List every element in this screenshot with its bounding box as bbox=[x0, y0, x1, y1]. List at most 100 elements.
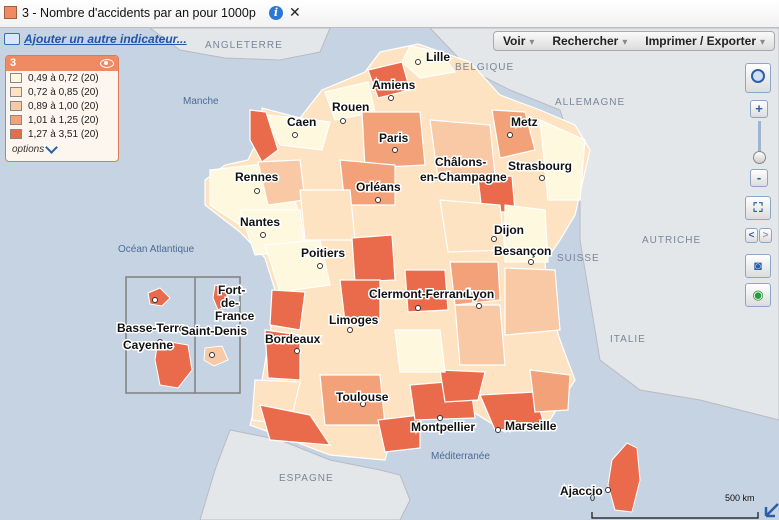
dept-patch-aude bbox=[377, 414, 421, 453]
zoom-box-icon bbox=[751, 69, 765, 83]
search-menu-button[interactable]: Rechercher bbox=[552, 34, 627, 48]
dept-patch-bordeaux bbox=[264, 329, 301, 381]
foreign-land bbox=[149, 28, 779, 520]
city-nantes: Nantes bbox=[240, 215, 280, 229]
city-lyon: Lyon bbox=[466, 287, 494, 301]
dept-patch-amiens bbox=[367, 61, 411, 99]
legend-class-swatch bbox=[10, 73, 22, 83]
info-icon[interactable]: i bbox=[269, 6, 283, 20]
scale-bar: 0 500 km bbox=[590, 493, 759, 519]
label-belgique: BELGIQUE bbox=[455, 62, 514, 73]
city-chalons-line2: en-Champagne bbox=[420, 170, 507, 184]
city-paris: Paris bbox=[379, 131, 409, 145]
previous-view-button[interactable]: < bbox=[745, 228, 758, 243]
label-allemagne: ALLEMAGNE bbox=[555, 97, 625, 108]
legend-class-swatch bbox=[10, 129, 22, 139]
dept-patch-nord bbox=[401, 45, 457, 79]
dept-patch-pyrenees bbox=[259, 404, 332, 446]
reset-view-arrow-icon[interactable] bbox=[764, 503, 779, 518]
legend-class-swatch bbox=[10, 101, 22, 111]
legend-header: 3 bbox=[6, 56, 118, 71]
label-angleterre: ANGLETERRE bbox=[205, 40, 283, 51]
fullscreen-button[interactable]: ⛶ bbox=[745, 196, 771, 220]
legend-options-link[interactable]: options bbox=[6, 141, 118, 155]
city-bordeaux: Bordeaux bbox=[265, 332, 321, 346]
legend-class-row: 1,01 à 1,25 (20) bbox=[6, 113, 118, 127]
dept-patch-besancon bbox=[504, 204, 549, 263]
label-manche: Manche bbox=[183, 96, 219, 107]
dept-patch-charente bbox=[269, 289, 306, 331]
indicator-tab-bar: 3 - Nombre d'accidents par an pour 1000p… bbox=[0, 0, 779, 28]
legend-options-label: options bbox=[12, 144, 45, 155]
city-caen: Caen bbox=[287, 115, 316, 129]
spain-land bbox=[199, 429, 411, 520]
close-icon[interactable]: ✕ bbox=[289, 4, 301, 20]
fullscreen-icon: ⛶ bbox=[753, 200, 763, 215]
indicator-color-swatch bbox=[4, 6, 17, 19]
martinique bbox=[212, 284, 229, 311]
globe-icon: ◉ bbox=[752, 287, 764, 302]
map-canvas[interactable]: ANGLETERRE BELGIQUE ALLEMAGNE Manche Océ… bbox=[0, 28, 779, 520]
legend-classes: 0,49 à 0,72 (20) 0,72 à 0,85 (20) 0,89 à 1… bbox=[6, 71, 118, 141]
dept-patch-champagne bbox=[429, 119, 496, 179]
outremer-cayenne: Cayenne bbox=[123, 338, 173, 352]
city-besancon: Besançon bbox=[494, 244, 551, 258]
legend-class-swatch bbox=[10, 87, 22, 97]
label-mediterranee: Méditerranée bbox=[431, 451, 490, 462]
city-strasbourg: Strasbourg bbox=[508, 159, 572, 173]
city-dijon: Dijon bbox=[494, 223, 524, 237]
outremer-basse-terre: Basse-Terre bbox=[117, 321, 186, 335]
eye-icon[interactable] bbox=[100, 59, 114, 68]
camera-icon: ◙ bbox=[754, 258, 762, 273]
print-export-menu-button[interactable]: Imprimer / Exporter bbox=[645, 34, 765, 48]
map-toolbar: Voir Rechercher Imprimer / Exporter bbox=[493, 31, 775, 51]
city-clermont-ferrand: Clermont-Ferrand bbox=[369, 287, 470, 301]
city-limoges: Limoges bbox=[329, 313, 379, 327]
city-metz: Metz bbox=[511, 115, 538, 129]
city-chalons-line1: Châlons- bbox=[435, 155, 486, 169]
city-amiens: Amiens bbox=[372, 78, 416, 92]
dept-patch-marseille bbox=[479, 391, 546, 431]
corsica[interactable] bbox=[607, 442, 641, 513]
dept-patch-var bbox=[529, 369, 571, 413]
legend-class-row: 0,72 à 0,85 (20) bbox=[6, 85, 118, 99]
legend-class-label: 0,49 à 0,72 (20) bbox=[28, 72, 99, 84]
dept-patch-metz bbox=[491, 109, 536, 159]
legend-class-label: 1,27 à 3,51 (20) bbox=[28, 128, 99, 140]
england-land bbox=[149, 28, 331, 61]
legend-class-row: 0,89 à 1,00 (20) bbox=[6, 99, 118, 113]
next-view-button[interactable]: > bbox=[759, 228, 772, 243]
zoom-slider-track[interactable] bbox=[758, 121, 761, 163]
legend-number: 3 bbox=[10, 57, 17, 69]
dept-patch-caen bbox=[263, 114, 331, 151]
zoom-in-button[interactable]: + bbox=[750, 100, 768, 118]
legend-class-label: 0,89 à 1,00 (20) bbox=[28, 100, 99, 112]
dept-patch-idf bbox=[361, 111, 426, 169]
label-italie: ITALIE bbox=[610, 334, 646, 345]
view-menu-button[interactable]: Voir bbox=[503, 34, 534, 48]
label-espagne: ESPAGNE bbox=[279, 473, 334, 484]
dept-patch-cevennes bbox=[394, 329, 446, 373]
city-rouen: Rouen bbox=[332, 100, 369, 114]
central-europe-land bbox=[429, 28, 779, 421]
dept-patch-strasbourg bbox=[539, 119, 586, 201]
city-ajaccio: Ajaccio bbox=[560, 484, 603, 498]
france-mainland[interactable] bbox=[204, 43, 591, 461]
camera-button[interactable]: ◙ bbox=[745, 254, 771, 278]
dept-patch-limoges bbox=[339, 279, 381, 323]
scale-zero: 0 bbox=[590, 493, 595, 503]
zoom-slider-thumb[interactable] bbox=[753, 151, 766, 164]
city-marseille: Marseille bbox=[505, 419, 557, 433]
legend-class-row: 0,49 à 0,72 (20) bbox=[6, 71, 118, 85]
zoom-out-button[interactable]: - bbox=[750, 169, 768, 187]
dept-patch-gard bbox=[439, 369, 486, 403]
city-poitiers: Poitiers bbox=[301, 246, 345, 260]
google-earth-button[interactable]: ◉ bbox=[745, 283, 771, 307]
legend-class-swatch bbox=[10, 115, 22, 125]
zoom-box-button[interactable] bbox=[745, 63, 771, 93]
indicator-title[interactable]: 3 - Nombre d'accidents par an pour 1000p bbox=[22, 6, 256, 20]
overseas-inset[interactable] bbox=[125, 276, 241, 394]
dept-patch-ardeche bbox=[454, 304, 506, 366]
legend-class-label: 1,01 à 1,25 (20) bbox=[28, 114, 99, 126]
add-indicator-link[interactable]: Ajouter un autre indicateur... bbox=[4, 32, 187, 50]
